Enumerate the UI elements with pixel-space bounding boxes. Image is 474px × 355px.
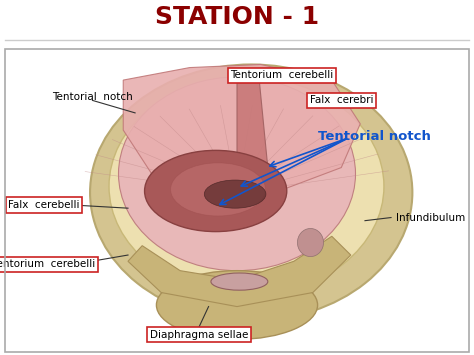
Text: Infundibulum: Infundibulum (396, 213, 465, 223)
Text: Tentorial  notch: Tentorial notch (52, 92, 133, 102)
Ellipse shape (118, 77, 356, 271)
Ellipse shape (90, 65, 412, 321)
Text: Tentorium  cerebelli: Tentorium cerebelli (230, 70, 334, 80)
Polygon shape (128, 236, 351, 307)
Text: Diaphragma sellae: Diaphragma sellae (150, 330, 248, 340)
Text: STATION - 1: STATION - 1 (155, 5, 319, 29)
Text: Tentorial notch: Tentorial notch (318, 130, 431, 143)
Polygon shape (123, 65, 360, 196)
Polygon shape (237, 71, 268, 186)
Text: Falx  cerebelli: Falx cerebelli (9, 200, 80, 210)
Text: Tentorium  cerebelli: Tentorium cerebelli (0, 260, 96, 269)
Text: Falx  cerebri: Falx cerebri (310, 95, 373, 105)
Ellipse shape (171, 163, 265, 216)
Ellipse shape (211, 273, 268, 290)
Ellipse shape (109, 77, 384, 296)
Ellipse shape (204, 180, 266, 208)
Ellipse shape (298, 229, 324, 257)
Ellipse shape (145, 151, 287, 231)
Ellipse shape (156, 271, 318, 339)
